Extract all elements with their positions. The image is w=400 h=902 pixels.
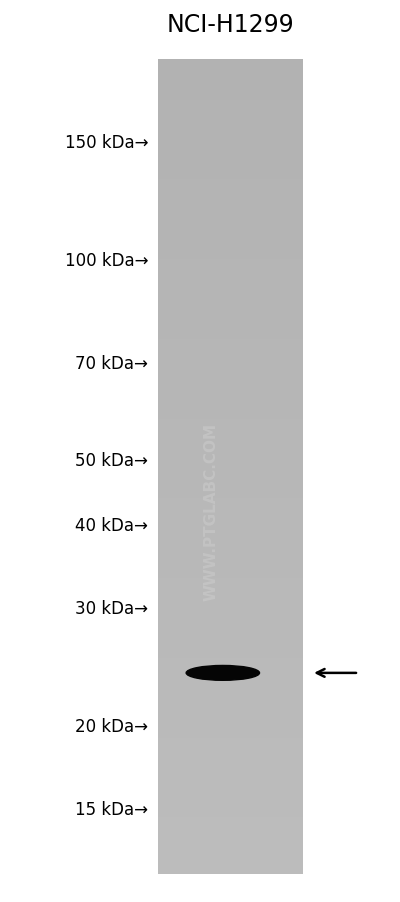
Text: WWW.PTGLABC.COM: WWW.PTGLABC.COM (204, 423, 218, 601)
Text: 100 kDa→: 100 kDa→ (65, 252, 148, 270)
Text: 30 kDa→: 30 kDa→ (75, 600, 148, 618)
Text: NCI-H1299: NCI-H1299 (167, 14, 294, 37)
Text: 40 kDa→: 40 kDa→ (76, 516, 148, 534)
Text: 150 kDa→: 150 kDa→ (65, 134, 148, 152)
Ellipse shape (164, 658, 298, 688)
Text: 20 kDa→: 20 kDa→ (75, 717, 148, 735)
Ellipse shape (186, 666, 260, 680)
Text: 70 kDa→: 70 kDa→ (76, 354, 148, 373)
Text: 50 kDa→: 50 kDa→ (76, 452, 148, 470)
Text: 15 kDa→: 15 kDa→ (75, 800, 148, 818)
